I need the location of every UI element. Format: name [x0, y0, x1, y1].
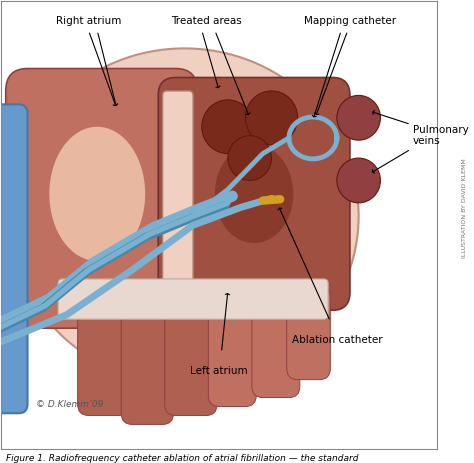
FancyBboxPatch shape	[121, 281, 173, 425]
Ellipse shape	[49, 127, 145, 261]
Text: Ablation catheter: Ablation catheter	[292, 335, 382, 345]
FancyBboxPatch shape	[58, 279, 328, 319]
Text: Pulmonary
veins: Pulmonary veins	[413, 125, 469, 146]
Circle shape	[246, 91, 298, 144]
Circle shape	[202, 100, 254, 154]
FancyBboxPatch shape	[252, 286, 300, 398]
FancyBboxPatch shape	[6, 69, 198, 328]
Text: Treated areas: Treated areas	[171, 16, 242, 26]
FancyBboxPatch shape	[209, 286, 256, 407]
Text: Right atrium: Right atrium	[56, 16, 121, 26]
FancyBboxPatch shape	[158, 77, 350, 310]
Ellipse shape	[337, 158, 381, 203]
FancyBboxPatch shape	[165, 286, 217, 415]
Ellipse shape	[10, 49, 359, 384]
Text: ILLUSTRATION BY DAVID KLEMM: ILLUSTRATION BY DAVID KLEMM	[462, 158, 467, 258]
FancyBboxPatch shape	[0, 104, 27, 413]
FancyBboxPatch shape	[287, 286, 330, 380]
Ellipse shape	[337, 95, 381, 140]
Ellipse shape	[215, 144, 293, 243]
Text: Mapping catheter: Mapping catheter	[304, 16, 396, 26]
Text: Left atrium: Left atrium	[191, 366, 248, 376]
FancyBboxPatch shape	[78, 281, 130, 415]
Text: Figure 1. Radiofrequency catheter ablation of atrial fibrillation — the standard: Figure 1. Radiofrequency catheter ablati…	[6, 454, 358, 463]
FancyBboxPatch shape	[163, 91, 193, 306]
Circle shape	[228, 136, 272, 181]
Text: © D.Klemm’09: © D.Klemm’09	[36, 400, 104, 409]
